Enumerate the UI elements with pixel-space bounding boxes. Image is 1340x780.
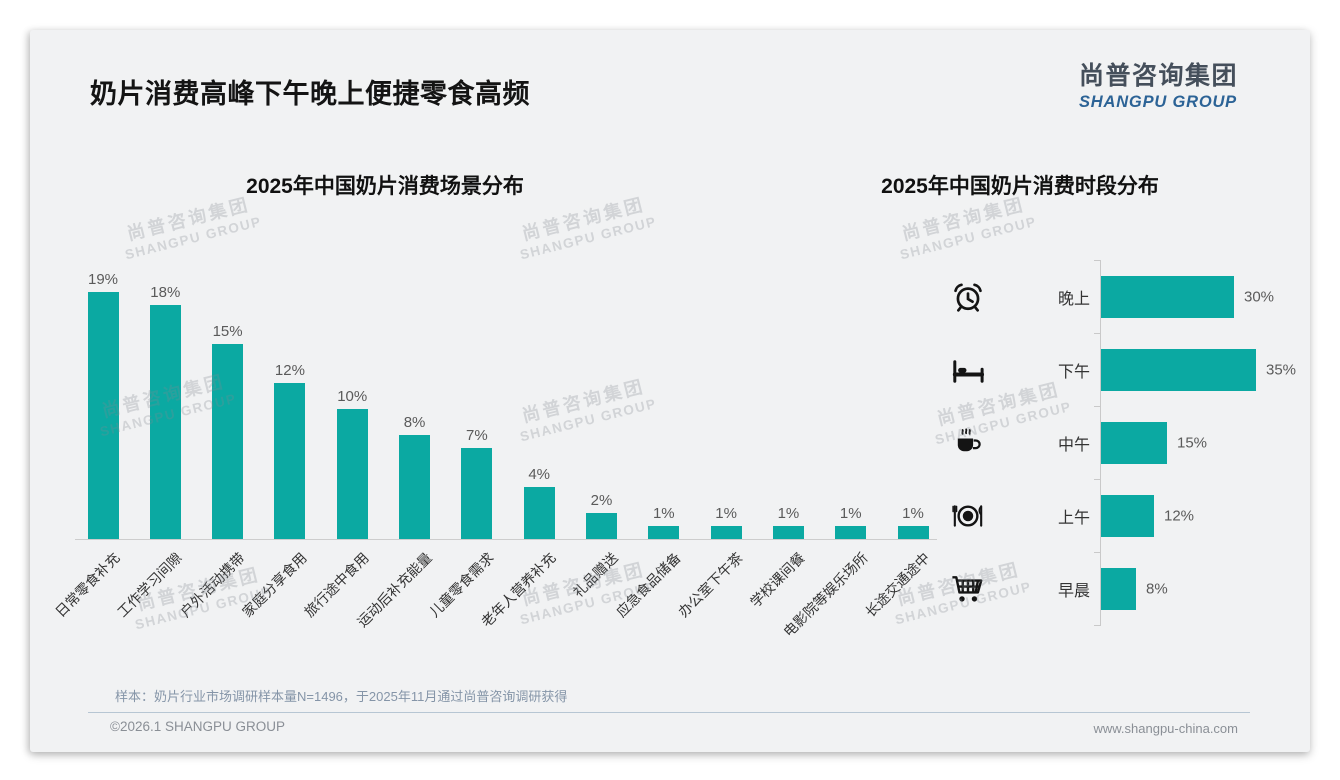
- scene-bar-value: 1%: [715, 505, 737, 522]
- scene-category-label: 礼品赠送: [570, 549, 622, 601]
- company-logo: 尚普咨询集团 SHANGPU GROUP: [1079, 56, 1238, 112]
- time-category-label: 下午: [1057, 363, 1090, 381]
- scene-bar: [648, 526, 680, 539]
- scene-category-label: 办公室下午茶: [675, 549, 746, 621]
- scene-bar: [336, 409, 368, 539]
- bed-icon: [946, 352, 990, 388]
- time-bar: [1101, 421, 1167, 464]
- watermark-line2: SHANGPU GROUP: [518, 213, 659, 263]
- scene-bar-value: 1%: [777, 505, 800, 522]
- watermark-line2: SHANGPU GROUP: [898, 213, 1039, 263]
- time-bar: [1101, 567, 1136, 610]
- time-distribution-chart: 晚上 30% 下午 35% 中午 15% 上午 12% 早晨 8%: [910, 260, 1308, 628]
- scene-bar: [149, 305, 181, 539]
- scene-bar: [461, 448, 493, 539]
- meal-plate-icon: [946, 499, 990, 533]
- scene-category-label: 日常零食补充: [52, 549, 123, 621]
- logo-text-cn: 尚普咨询集团: [1078, 62, 1238, 90]
- time-row: 下午 35%: [910, 333, 1308, 406]
- page-title: 奶片消费高峰下午晚上便捷零食高频: [90, 79, 530, 109]
- slide-card: 奶片消费高峰下午晚上便捷零食高频 尚普咨询集团 SHANGPU GROUP 20…: [30, 30, 1310, 752]
- time-axis-tick: [1094, 625, 1100, 626]
- scene-bar-value: 12%: [274, 362, 305, 379]
- time-row: 早晨 8%: [910, 552, 1308, 625]
- scene-bar-value: 19%: [87, 271, 119, 288]
- scene-bar: [274, 383, 306, 539]
- scene-bar: [835, 526, 867, 539]
- scene-bar-value: 15%: [212, 323, 243, 340]
- time-chart-title: 2025年中国奶片消费时段分布: [881, 175, 1159, 198]
- time-axis-tick: [1094, 406, 1100, 407]
- scene-bar-value: 7%: [466, 427, 488, 444]
- scene-distribution-chart: 19% 日常零食补充 18% 工作学习间隙 15% 户外活动携带 12% 家庭分享食用 10% 旅…: [52, 260, 937, 640]
- scene-category-label: 工作学习间隙: [114, 549, 186, 621]
- sample-note: 样本：奶片行业市场调研样本量N=1496，于2025年11月通过尚普咨询调研获得: [115, 689, 568, 704]
- scene-category-label: 家庭分享食用: [238, 549, 310, 621]
- watermark-line2: SHANGPU GROUP: [123, 213, 264, 263]
- time-bar-value: 15%: [1177, 434, 1208, 451]
- hot-drink-icon: [946, 426, 990, 460]
- scene-bar-value: 1%: [902, 505, 924, 522]
- time-axis-line: [1100, 260, 1101, 626]
- time-bar-value: 12%: [1164, 507, 1195, 524]
- scene-bar: [399, 435, 431, 539]
- scene-bar: [585, 513, 617, 539]
- scene-bar-value: 4%: [528, 466, 550, 483]
- time-bar-value: 35%: [1266, 361, 1297, 378]
- time-bar: [1101, 494, 1154, 537]
- scene-category-label: 应急食品储备: [612, 549, 684, 621]
- scene-bar: [87, 292, 119, 539]
- logo-text-en: SHANGPU GROUP: [1078, 93, 1237, 111]
- time-category-label: 早晨: [1057, 582, 1090, 600]
- scene-bar: [523, 487, 555, 539]
- time-category-label: 晚上: [1057, 290, 1090, 308]
- scene-category-label: 户外活动携带: [176, 549, 248, 621]
- website-url: www.shangpu-china.com: [1093, 721, 1238, 736]
- time-axis-tick: [1094, 479, 1100, 480]
- footer-divider: [88, 712, 1250, 713]
- shopping-cart-icon: [946, 571, 990, 607]
- scene-bar: [897, 526, 929, 539]
- scene-bar: [772, 526, 804, 539]
- scene-bar-value: 2%: [590, 492, 613, 509]
- scene-bar-value: 18%: [150, 284, 181, 301]
- scene-bar-value: 8%: [403, 414, 426, 431]
- scene-bar: [212, 344, 244, 539]
- copyright-text: ©2026.1 SHANGPU GROUP: [110, 719, 286, 734]
- time-row: 中午 15%: [910, 406, 1308, 479]
- scene-bar: [710, 526, 742, 539]
- time-axis-tick: [1094, 552, 1100, 553]
- time-bar: [1101, 275, 1234, 318]
- time-bar-value: 30%: [1244, 288, 1275, 305]
- time-axis-tick: [1094, 333, 1100, 334]
- time-category-label: 上午: [1057, 509, 1090, 527]
- scene-bar-value: 1%: [839, 505, 862, 522]
- time-category-label: 中午: [1057, 436, 1090, 454]
- scene-bar-value: 10%: [337, 388, 368, 405]
- scene-category-label: 学校课间餐: [747, 549, 809, 611]
- time-bar: [1101, 348, 1256, 391]
- time-bar-value: 8%: [1146, 580, 1168, 597]
- time-row: 上午 12%: [910, 479, 1308, 552]
- alarm-clock-icon: [946, 280, 990, 314]
- time-axis-tick: [1094, 260, 1100, 261]
- scene-chart-title: 2025年中国奶片消费场景分布: [246, 175, 524, 198]
- time-row: 晚上 30%: [910, 260, 1308, 333]
- scene-bar-value: 1%: [652, 505, 675, 522]
